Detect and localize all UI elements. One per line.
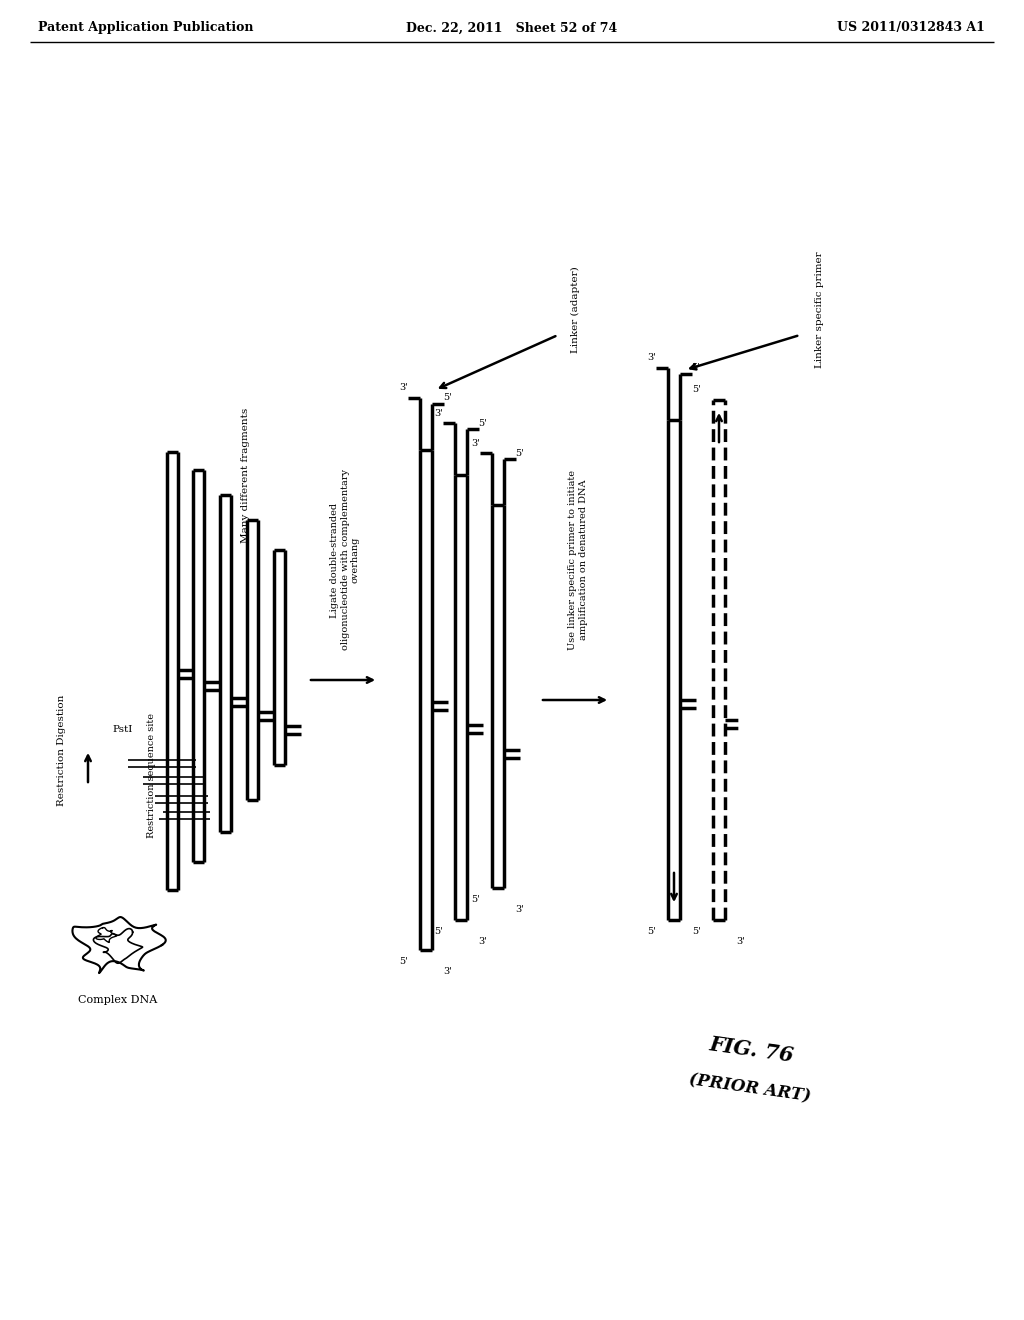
Text: 5': 5' [478,418,487,428]
Text: 5': 5' [472,895,480,904]
Text: Linker specific primer: Linker specific primer [815,252,824,368]
Text: 5': 5' [691,363,700,372]
Text: Linker (adapter): Linker (adapter) [570,267,580,354]
Text: 3': 3' [443,968,453,977]
Text: Restriction Digestion: Restriction Digestion [57,694,67,805]
Text: 3': 3' [434,408,443,417]
Text: Many different fragments: Many different fragments [241,408,250,543]
Text: 3': 3' [471,438,480,447]
Text: Use linker specific primer to initiate
amplification on denatured DNA: Use linker specific primer to initiate a… [568,470,588,649]
Text: 3': 3' [647,354,656,363]
Text: 5': 5' [515,449,524,458]
Text: 5': 5' [443,393,453,403]
Text: Dec. 22, 2011   Sheet 52 of 74: Dec. 22, 2011 Sheet 52 of 74 [407,21,617,34]
Text: 3': 3' [736,937,745,946]
Text: Complex DNA: Complex DNA [79,995,158,1005]
Text: 3': 3' [478,937,487,946]
Text: 5': 5' [692,385,701,395]
Text: (PRIOR ART): (PRIOR ART) [688,1071,812,1105]
Text: 5': 5' [647,928,656,936]
Text: 3': 3' [515,906,524,915]
Text: Restriction sequence site: Restriction sequence site [147,713,157,837]
Text: 5': 5' [692,928,701,936]
Text: PstI: PstI [112,726,132,734]
Text: 5': 5' [399,957,409,966]
Text: 3': 3' [399,384,409,392]
Text: FIG. 76: FIG. 76 [709,1034,796,1065]
Text: 5': 5' [434,928,443,936]
Text: Ligate double-stranded
oligonucleotide with complementary
overhang: Ligate double-stranded oligonucleotide w… [330,470,359,651]
Text: US 2011/0312843 A1: US 2011/0312843 A1 [838,21,985,34]
Text: Patent Application Publication: Patent Application Publication [38,21,254,34]
